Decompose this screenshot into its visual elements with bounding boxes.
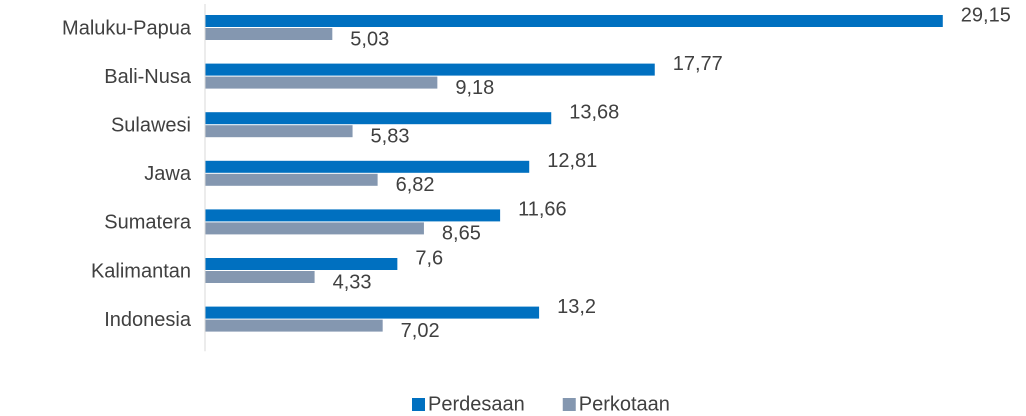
bar bbox=[205, 258, 398, 270]
data-label: 12,81 bbox=[547, 150, 597, 172]
data-label: 17,77 bbox=[673, 53, 723, 75]
bar bbox=[205, 63, 655, 76]
data-label: 6,82 bbox=[396, 174, 435, 196]
bar bbox=[205, 15, 943, 27]
bar bbox=[205, 222, 424, 235]
data-label: 4,33 bbox=[333, 271, 372, 293]
data-label: 5,83 bbox=[371, 125, 410, 147]
y-tick-label: Sulawesi bbox=[111, 114, 191, 136]
y-tick-label: Bali-Nusa bbox=[104, 66, 192, 88]
bar bbox=[205, 125, 353, 138]
bar bbox=[205, 271, 315, 283]
y-tick-label: Indonesia bbox=[104, 309, 192, 331]
bar bbox=[205, 319, 383, 332]
data-label: 29,15 bbox=[961, 4, 1011, 26]
legend-swatch bbox=[562, 398, 576, 411]
data-label: 7,02 bbox=[401, 320, 440, 342]
y-tick-label: Sumatera bbox=[104, 212, 192, 234]
data-label: 8,65 bbox=[442, 223, 481, 245]
bar bbox=[205, 28, 333, 40]
bar bbox=[205, 76, 438, 89]
data-label: 5,03 bbox=[350, 28, 389, 50]
legend-label: Perdesaan bbox=[428, 393, 525, 415]
y-tick-label: Kalimantan bbox=[91, 260, 191, 282]
bar bbox=[205, 173, 378, 186]
legend-label: Perkotaan bbox=[579, 393, 670, 415]
bar bbox=[205, 209, 501, 222]
data-label: 13,68 bbox=[569, 101, 619, 123]
data-label: 7,6 bbox=[415, 247, 443, 269]
data-label: 13,2 bbox=[557, 296, 596, 318]
y-tick-label: Maluku-Papua bbox=[62, 17, 192, 39]
data-label: 11,66 bbox=[518, 199, 567, 221]
legend-swatch bbox=[412, 398, 425, 411]
bar bbox=[205, 160, 530, 173]
data-label: 9,18 bbox=[455, 77, 494, 99]
bar bbox=[205, 306, 540, 319]
y-tick-label: Jawa bbox=[144, 163, 192, 185]
bar bbox=[205, 112, 552, 125]
